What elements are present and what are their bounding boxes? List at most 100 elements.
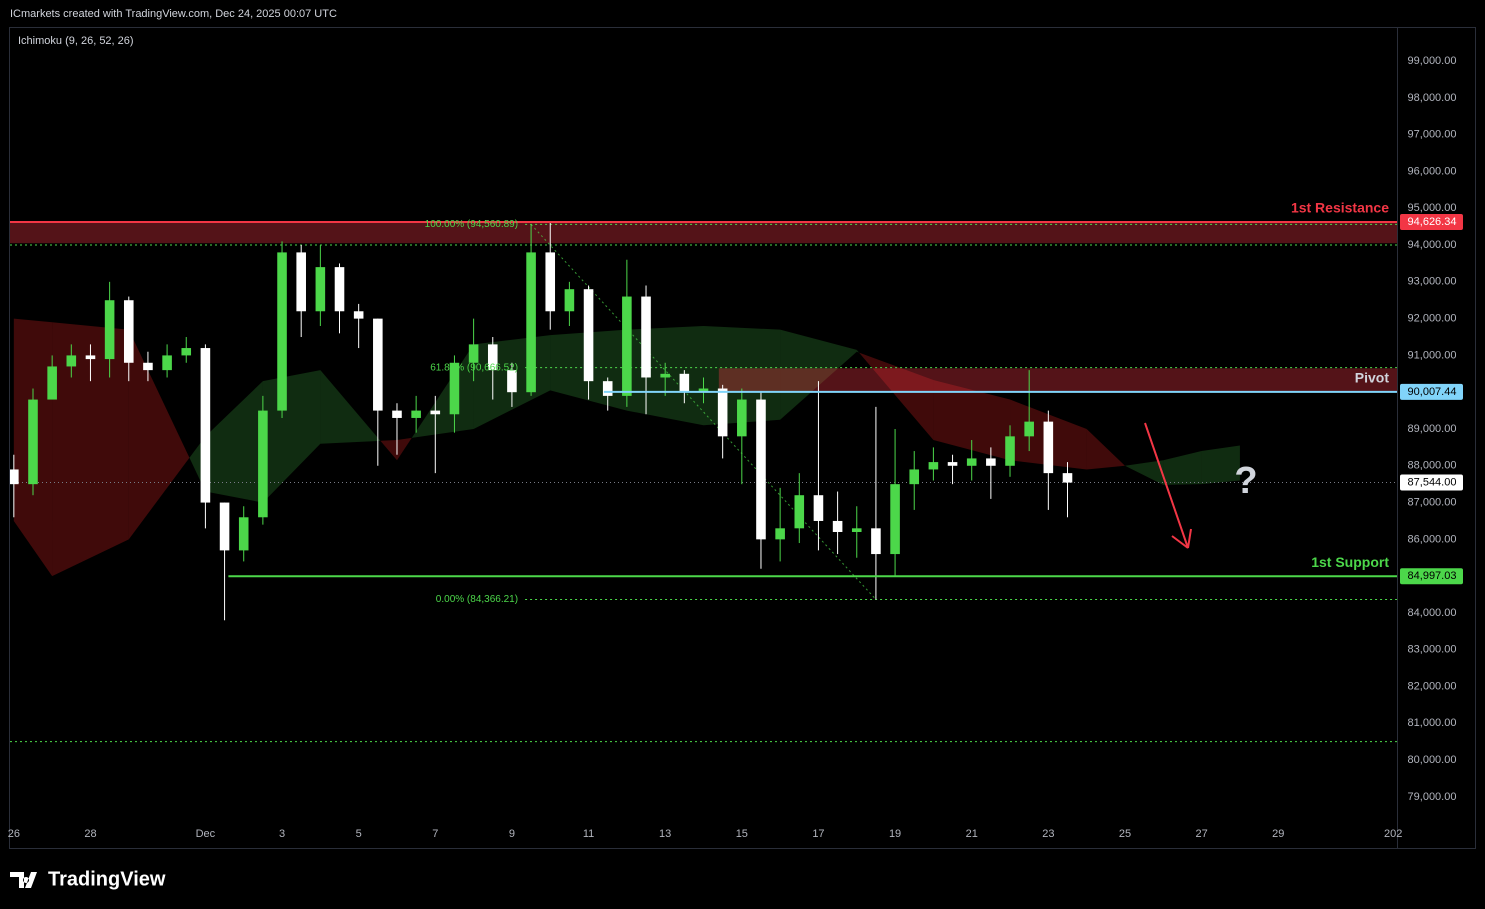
candle-body <box>353 311 364 319</box>
ichimoku-cloud <box>780 329 857 420</box>
candle-body <box>104 300 115 360</box>
candle-body <box>545 252 556 312</box>
candle-body <box>181 348 192 356</box>
candle-body <box>564 289 575 312</box>
y-tick-label: 80,000.00 <box>1408 754 1457 766</box>
candle-body <box>526 252 536 393</box>
x-tick-label: 29 <box>1272 828 1284 840</box>
x-tick-label: 5 <box>356 828 362 840</box>
plot-area <box>10 221 1397 743</box>
candle-body <box>622 296 632 396</box>
y-tick-label: 99,000.00 <box>1408 55 1457 67</box>
level-name: 1st Resistance <box>1291 200 1389 216</box>
frame <box>9 27 1476 849</box>
y-tick-label: 97,000.00 <box>1408 129 1457 141</box>
x-tick-label: 9 <box>509 828 515 840</box>
candle-body <box>679 373 690 393</box>
candle-body <box>851 528 862 532</box>
ichimoku-cloud <box>1124 460 1164 485</box>
x-tick-label: 3 <box>279 828 285 840</box>
price-tag <box>1400 568 1463 585</box>
y-tick-label: 95,000.00 <box>1408 202 1457 214</box>
candle-body <box>737 399 747 437</box>
x-tick-label: 202 <box>1384 828 1402 840</box>
y-tick-label: 87,000.00 <box>1408 496 1457 508</box>
overlay: 100.00% (94,560.89) 61.80% (90,666.52) 0.0… <box>425 200 1463 605</box>
candle-body <box>162 355 172 371</box>
candle-body <box>219 502 230 551</box>
x-tick-label: 13 <box>659 828 671 840</box>
candle-body <box>258 410 268 518</box>
candle-body <box>909 469 920 485</box>
price-tag <box>1400 214 1463 231</box>
price-tag-label: 90,007.44 <box>1408 386 1457 398</box>
candle-body <box>66 355 77 367</box>
ichimoku-cloud <box>856 349 860 353</box>
candle-body <box>717 388 728 437</box>
y-tick-label: 92,000.00 <box>1408 313 1457 325</box>
candle-body <box>928 462 939 470</box>
candle-body <box>296 252 306 312</box>
fib-label: 61.80% (90,666.52) <box>430 362 518 373</box>
candle-body <box>238 517 249 551</box>
y-tick-label: 81,000.00 <box>1408 717 1457 729</box>
chart-title: ICmarkets created with TradingView.com, … <box>10 8 337 20</box>
candle-body <box>966 458 977 466</box>
y-tick-label: 89,000.00 <box>1408 423 1457 435</box>
ichimoku-cloud <box>1086 428 1125 470</box>
ichimoku-cloud <box>320 370 381 444</box>
candle-body <box>392 410 402 418</box>
candle-body <box>373 318 383 411</box>
brand-logo: TradingView <box>10 868 166 890</box>
price-tag-label: 94,626.34 <box>1408 216 1457 228</box>
y-tick-label: 83,000.00 <box>1408 644 1457 656</box>
candle-body <box>28 399 38 485</box>
candle-body <box>10 469 19 485</box>
candle-body <box>200 348 211 503</box>
indicator-label: Ichimoku (9, 26, 52, 26) <box>18 35 134 47</box>
candle-body <box>85 355 96 360</box>
level-zone <box>10 222 1397 244</box>
ichimoku-cloud <box>396 437 412 461</box>
y-tick-label: 96,000.00 <box>1408 165 1457 177</box>
y-tick-label: 91,000.00 <box>1408 349 1457 361</box>
x-tick-label: Dec <box>196 828 216 840</box>
x-tick-label: 11 <box>583 828 594 840</box>
ichimoku-cloud <box>1163 451 1202 485</box>
x-tick-label: 25 <box>1119 828 1131 840</box>
candle-body <box>1005 436 1015 466</box>
x-tick-label: 21 <box>966 828 978 840</box>
candle-body <box>890 484 900 555</box>
candle-body <box>277 252 287 411</box>
ichimoku-cloud <box>933 380 1011 461</box>
brand-mark <box>10 872 37 888</box>
y-tick-label: 94,000.00 <box>1408 239 1457 251</box>
candle-body <box>1062 473 1073 483</box>
x-tick-label: 17 <box>812 828 824 840</box>
ichimoku-cloud <box>411 344 474 438</box>
x-tick-label: 7 <box>432 828 438 840</box>
candle-body <box>641 296 651 378</box>
candle-body <box>123 300 134 363</box>
ichimoku-cloud <box>859 352 934 441</box>
x-tick-label: 19 <box>889 828 901 840</box>
candle-body <box>47 366 57 400</box>
brand-text: TradingView <box>48 868 166 890</box>
y-tick-label: 82,000.00 <box>1408 680 1457 692</box>
price-tag <box>1400 383 1463 400</box>
candle-body <box>411 410 421 418</box>
level-zone <box>718 368 1397 392</box>
last-price-label: 87,544.00 <box>1408 476 1457 488</box>
y-tick-label: 88,000.00 <box>1408 460 1457 472</box>
ichimoku-cloud <box>380 440 397 461</box>
candle-body <box>430 410 441 415</box>
candle-body <box>775 528 785 540</box>
ichimoku-cloud <box>52 322 129 577</box>
price-tag-label: 84,997.03 <box>1408 570 1457 582</box>
x-tick-label: 23 <box>1042 828 1054 840</box>
candle-body <box>756 399 766 540</box>
candle-body <box>1043 421 1054 474</box>
candle-body <box>813 495 824 521</box>
